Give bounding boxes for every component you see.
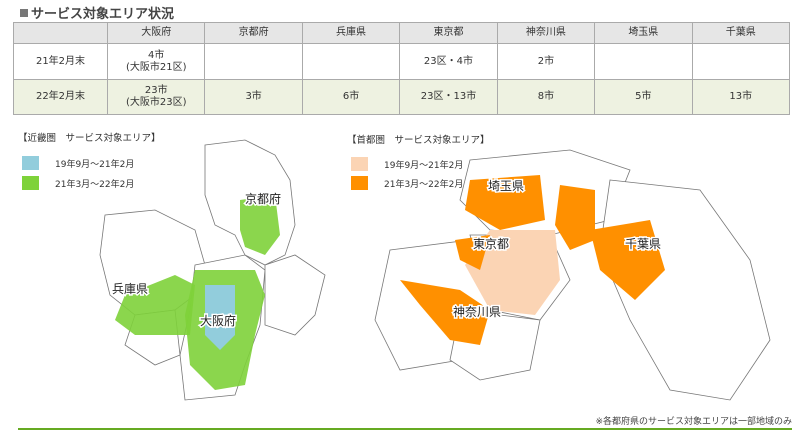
section-title: サービス対象エリア状況 <box>20 3 174 22</box>
legend-swatch <box>22 176 39 190</box>
kinki-legend-2: 21年3月～22年2月 <box>22 176 134 190</box>
label-kanagawa: 神奈川県 <box>453 305 501 319</box>
column-header: 東京都 <box>399 22 498 44</box>
column-header: 埼玉県 <box>594 22 693 44</box>
table-row: 21年2月末 4市 (大阪市21区) 23区・4市 2市 <box>13 43 791 80</box>
label-hyogo: 兵庫県 <box>112 282 148 296</box>
hyogo-area <box>115 275 195 335</box>
saitama-east-area <box>555 185 595 250</box>
square-bullet-icon <box>20 9 28 17</box>
shutoken-map-title: 【首都圏 サービス対象エリア】 <box>347 135 490 146</box>
table-cell: 3市 <box>204 79 303 115</box>
table-cell: 2市 <box>496 43 596 80</box>
label-tokyo: 東京都 <box>473 237 509 251</box>
column-header: 大阪府 <box>106 22 206 44</box>
column-header: 京都府 <box>204 22 303 44</box>
service-area-table: 大阪府 京都府 兵庫県 東京都 神奈川県 埼玉県 千葉県 21年2月末 4市 (大阪市21区)… <box>13 22 791 115</box>
saitama-area <box>465 175 545 230</box>
legend-swatch <box>22 156 39 170</box>
tokyo-west-area <box>455 235 490 270</box>
table-cell: 23区・13市 <box>399 79 498 115</box>
table-cell <box>691 43 791 80</box>
label-osaka: 大阪府 <box>200 313 236 328</box>
footnote: ※各都府県のサービス対象エリアは一部地域のみ <box>595 417 792 427</box>
table-cell: 23区・4市 <box>399 43 498 80</box>
table-cell <box>204 43 303 80</box>
row-label: 21年2月末 <box>13 43 108 80</box>
label-kyoto: 京都府 <box>245 191 281 206</box>
table-row: 22年2月末 23市 (大阪市23区) 3市 6市 23区・13市 8市 5市 13市 <box>13 79 791 115</box>
table-cell: 13市 <box>691 79 791 115</box>
kanagawa-area <box>400 280 490 345</box>
table-cell: 5市 <box>594 79 693 115</box>
shutoken-legend-2: 21年3月～22年2月 <box>351 176 463 190</box>
table-cell <box>301 43 401 80</box>
table-cell: 4市 (大阪市21区) <box>106 43 206 80</box>
shutoken-legend-1: 19年9月～21年2月 <box>351 157 463 171</box>
kinki-legend-1: 19年9月～21年2月 <box>22 156 134 170</box>
table-cell <box>594 43 693 80</box>
chiba-area <box>590 220 665 300</box>
kinki-map-title: 【近畿圏 サービス対象エリア】 <box>18 133 161 144</box>
column-header: 千葉県 <box>691 22 791 44</box>
legend-swatch <box>351 176 368 190</box>
label-chiba: 千葉県 <box>625 237 661 251</box>
table-cell: 6市 <box>301 79 401 115</box>
kinki-map: 京都府 兵庫県 大阪府 <box>99 139 326 401</box>
column-header <box>13 22 108 44</box>
column-header: 兵庫県 <box>301 22 401 44</box>
legend-swatch <box>351 157 368 171</box>
osaka-initial-area <box>205 285 235 350</box>
column-header: 神奈川県 <box>496 22 596 44</box>
kyoto-area <box>240 195 280 255</box>
row-label: 22年2月末 <box>13 79 108 115</box>
label-saitama: 埼玉県 <box>488 179 524 193</box>
shutoken-map: 埼玉県 東京都 千葉県 神奈川県 <box>374 149 771 401</box>
table-cell: 8市 <box>496 79 596 115</box>
tokyo-initial-area <box>465 230 560 315</box>
table-cell: 23市 (大阪市23区) <box>106 79 206 115</box>
bottom-divider <box>18 428 792 430</box>
